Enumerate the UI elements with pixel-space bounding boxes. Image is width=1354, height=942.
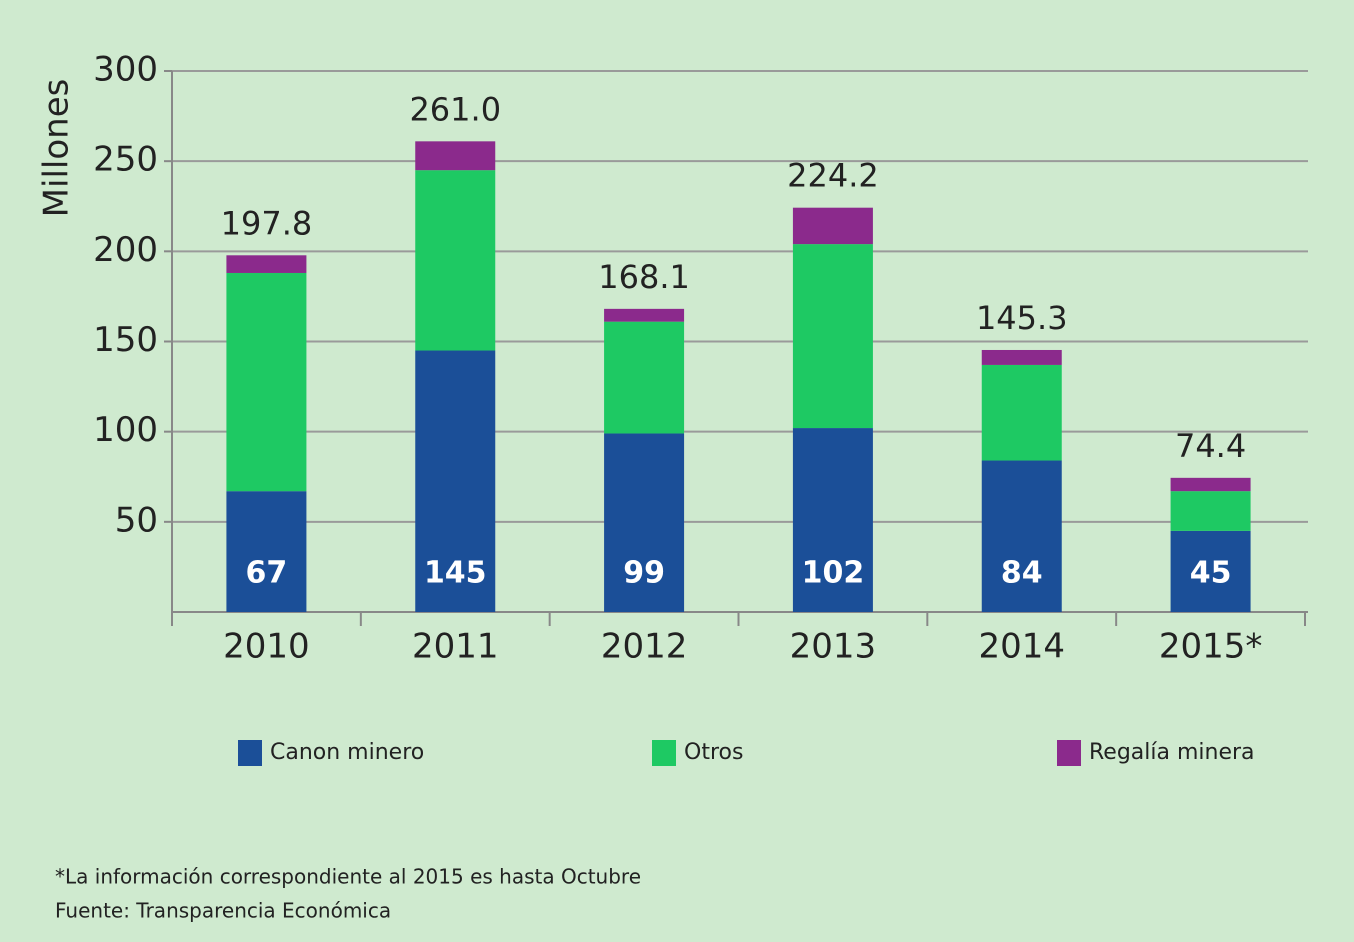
bar-segment [415, 141, 496, 171]
bar-segment [1170, 491, 1251, 531]
bar-segment [415, 350, 496, 612]
legend-swatch [1057, 740, 1081, 766]
bar-segment [415, 170, 496, 351]
bar-segment [1170, 477, 1251, 492]
x-tick-label: 2015* [1159, 627, 1263, 667]
bar-segment [981, 364, 1062, 461]
total-label: 261.0 [409, 90, 501, 128]
bar-value-label: 45 [1190, 556, 1232, 591]
y-tick-label: 300 [93, 50, 158, 90]
bar-segment [792, 244, 873, 429]
bar-value-label: 84 [1001, 556, 1043, 591]
bar-segment [981, 349, 1062, 365]
total-label: 168.1 [598, 258, 690, 296]
bar-segment [226, 491, 307, 612]
y-axis-label: Millones [37, 79, 77, 218]
bar-segment [226, 272, 307, 492]
total-label: 197.8 [221, 204, 313, 242]
legend-label: Otros [684, 740, 743, 765]
bar-segment [1170, 530, 1251, 612]
y-tick-label: 200 [93, 230, 158, 270]
legend-swatch [238, 740, 262, 766]
total-label: 145.3 [976, 299, 1068, 337]
legend-label: Regalía minera [1089, 740, 1255, 765]
legend-swatch [652, 740, 676, 766]
y-tick-label: 50 [115, 500, 158, 540]
y-tick-label: 250 [93, 140, 158, 180]
footnote: *La información correspondiente al 2015 … [55, 865, 641, 889]
bar-segment [792, 207, 873, 245]
x-tick-label: 2012 [601, 627, 688, 667]
bar-value-label: 99 [623, 556, 665, 591]
x-tick-label: 2010 [223, 627, 310, 667]
bar-segment [604, 308, 685, 322]
x-tick-label: 2011 [412, 627, 499, 667]
total-label: 224.2 [787, 157, 879, 195]
bar-value-label: 145 [424, 556, 487, 591]
bar-segment [981, 460, 1062, 612]
bar-segment [604, 321, 685, 434]
x-tick-label: 2014 [978, 627, 1065, 667]
bar-segment [792, 428, 873, 612]
bar-value-label: 67 [246, 556, 288, 591]
total-label: 74.4 [1175, 427, 1246, 465]
bar-value-label: 102 [802, 556, 865, 591]
y-tick-label: 100 [93, 410, 158, 450]
legend-label: Canon minero [270, 740, 424, 765]
source: Fuente: Transparencia Económica [55, 899, 391, 923]
bar-segment [226, 255, 307, 273]
bar-segment [604, 433, 685, 612]
y-tick-label: 150 [93, 320, 158, 360]
x-tick-label: 2013 [790, 627, 877, 667]
